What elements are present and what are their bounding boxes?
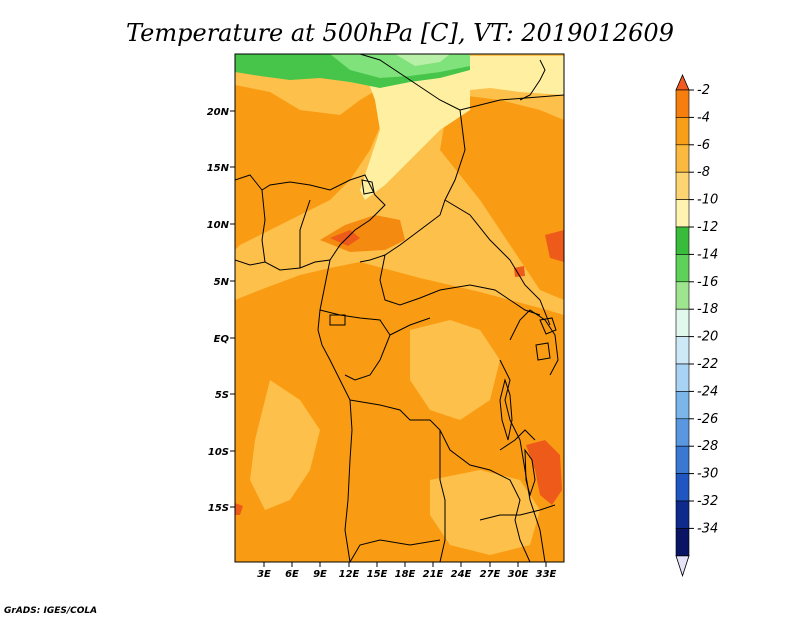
lon-tick-label: 3E bbox=[257, 569, 271, 580]
colorbar-top-arrow bbox=[675, 73, 690, 91]
lat-tick-label: 15S bbox=[208, 503, 229, 514]
colorbar-segment bbox=[675, 117, 690, 146]
temperature-region-hot-spot-west bbox=[235, 503, 243, 515]
colorbar-segment bbox=[675, 199, 690, 228]
lon-tick-label: 30E bbox=[508, 569, 529, 580]
map-panel bbox=[234, 53, 565, 563]
colorbar-label: -16 bbox=[697, 275, 718, 290]
colorbar-label: -2 bbox=[697, 83, 710, 98]
temperature-region-hot-spot-east bbox=[526, 440, 562, 505]
colorbar-label: -6 bbox=[697, 138, 710, 153]
lon-tick: 33E bbox=[536, 562, 557, 580]
colorbar-segment bbox=[675, 336, 690, 365]
lon-tick: 21E bbox=[423, 562, 444, 580]
lat-tick: 10N bbox=[207, 220, 235, 231]
map-title: Temperature at 500hPa [C], VT: 201901260… bbox=[126, 19, 674, 47]
lat-tick-label: 5N bbox=[214, 277, 230, 288]
lon-tick: 15E bbox=[367, 562, 388, 580]
colorbar-segment bbox=[675, 254, 690, 283]
temperature-region-hot-spot bbox=[330, 230, 360, 246]
lat-tick-label: 10N bbox=[207, 220, 230, 231]
temperature-region-pale-green bbox=[395, 54, 450, 66]
lon-tick: 27E bbox=[480, 562, 501, 580]
lat-tick-label: 20N bbox=[207, 107, 230, 118]
lat-tick: 15N bbox=[207, 163, 235, 174]
colorbar-label: -4 bbox=[697, 110, 710, 125]
colorbar-label: -28 bbox=[697, 439, 718, 454]
temperature-region-hot-spot-ne bbox=[545, 230, 564, 262]
temperature-region-pale-yellow bbox=[360, 56, 470, 200]
colorbar-segment bbox=[675, 528, 690, 557]
lon-tick-label: 6E bbox=[285, 569, 299, 580]
latitude-axis: 20N 15N 10N 5N EQ 5S 10S 15S bbox=[207, 107, 235, 514]
lon-tick-label: 18E bbox=[395, 569, 416, 580]
lat-tick: 5S bbox=[215, 390, 235, 401]
lat-tick-label: 5S bbox=[215, 390, 229, 401]
colorbar-label: -30 bbox=[697, 467, 718, 482]
colorbar-segment bbox=[675, 500, 690, 529]
lon-tick-label: 9E bbox=[313, 569, 327, 580]
longitude-axis: 3E 6E 9E 12E 15E 18E 21E 24E bbox=[257, 562, 557, 580]
lat-tick: EQ bbox=[214, 334, 235, 345]
lon-tick-label: 12E bbox=[339, 569, 360, 580]
lon-tick: 3E bbox=[257, 562, 271, 580]
country-borders bbox=[235, 54, 564, 562]
lon-tick: 12E bbox=[339, 562, 360, 580]
colorbar-label: -26 bbox=[697, 412, 718, 427]
colorbar-segment bbox=[675, 391, 690, 420]
lon-tick-label: 33E bbox=[536, 569, 557, 580]
map-frame bbox=[234, 53, 565, 563]
temperature-region-warm-spot-small bbox=[514, 266, 525, 277]
lon-tick-label: 27E bbox=[480, 569, 501, 580]
lon-tick-label: 15E bbox=[367, 569, 388, 580]
colorbar-segment bbox=[675, 445, 690, 474]
lon-tick: 30E bbox=[508, 562, 529, 580]
lat-tick-label: EQ bbox=[214, 334, 230, 345]
lat-tick: 5N bbox=[214, 277, 235, 288]
temperature-region-light-orange-center bbox=[410, 320, 500, 420]
lat-tick-label: 10S bbox=[208, 447, 229, 458]
colorbar-segment bbox=[675, 144, 690, 173]
colorbar-segment bbox=[675, 281, 690, 310]
colorbar-segment bbox=[675, 308, 690, 337]
lon-tick: 9E bbox=[313, 562, 327, 580]
colorbar-label: -34 bbox=[697, 521, 718, 536]
lon-tick-label: 21E bbox=[423, 569, 444, 580]
lat-tick: 20N bbox=[207, 107, 235, 118]
colorbar-bottom-arrow bbox=[675, 555, 690, 578]
temperature-region-orange-east bbox=[440, 95, 564, 300]
lon-tick: 6E bbox=[285, 562, 299, 580]
colorbar-label: -32 bbox=[697, 494, 718, 509]
lon-tick-label: 24E bbox=[451, 569, 472, 580]
lat-tick: 15S bbox=[208, 503, 235, 514]
lat-tick: 10S bbox=[208, 447, 235, 458]
temperature-region-light-orange-south bbox=[250, 380, 320, 510]
colorbar-segment bbox=[675, 473, 690, 502]
colorbar: -2 -4 -6 -8 -10 -12 -14 -16 -18 -20 -22 -24 -26 -28 -3… bbox=[675, 73, 718, 578]
colorbar-label: -22 bbox=[697, 357, 718, 372]
temperature-region-orange-west bbox=[235, 85, 385, 250]
colorbar-label: -10 bbox=[697, 193, 718, 208]
colorbar-label: -12 bbox=[697, 220, 718, 235]
lon-tick: 24E bbox=[451, 562, 472, 580]
colorbar-segment bbox=[675, 171, 690, 200]
lat-tick-label: 15N bbox=[207, 163, 230, 174]
temperature-region-pale-yellow-ne bbox=[470, 56, 564, 95]
colorbar-label: -8 bbox=[697, 165, 710, 180]
colorbar-label: -14 bbox=[697, 247, 718, 262]
colorbar-segment bbox=[675, 363, 690, 392]
temperature-region-light-orange-southeast bbox=[430, 470, 540, 555]
lakes bbox=[361, 179, 557, 497]
lon-tick: 18E bbox=[395, 562, 416, 580]
colorbar-label: -24 bbox=[697, 384, 718, 399]
colorbar-segment bbox=[675, 89, 690, 118]
footer-credit: GrADS: IGES/COLA bbox=[4, 606, 97, 616]
colorbar-segment bbox=[675, 418, 690, 447]
colorbar-label: -18 bbox=[697, 302, 718, 317]
colorbar-label: -20 bbox=[697, 330, 718, 345]
colorbar-segment bbox=[675, 226, 690, 255]
